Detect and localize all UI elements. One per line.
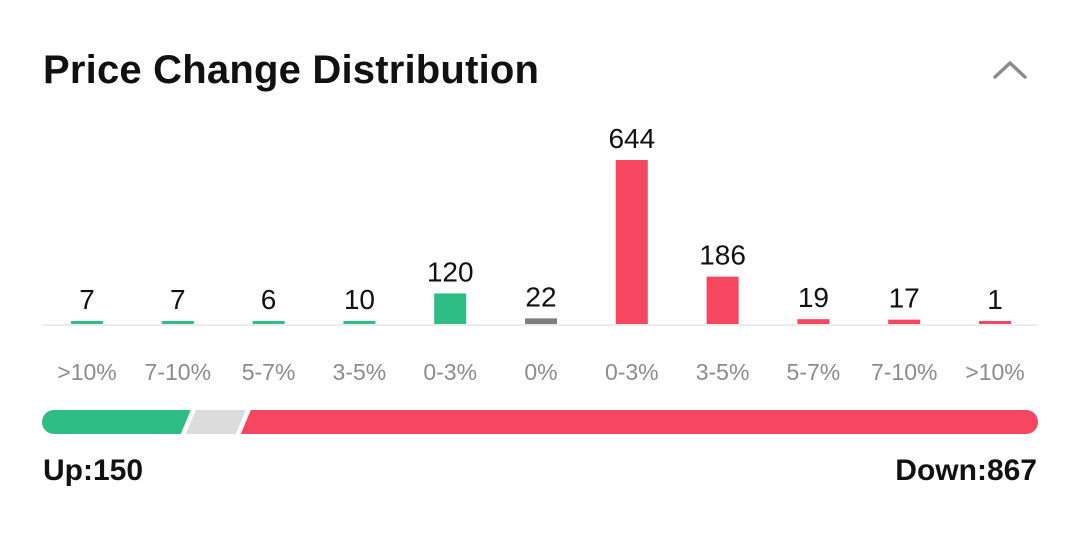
up-down-ratio-bar — [42, 410, 1038, 434]
value-label: 17 — [889, 283, 920, 314]
value-label: 186 — [699, 240, 746, 271]
bar-up-1 — [161, 321, 194, 324]
x-tick-label: 3-5% — [333, 359, 387, 385]
x-tick-label: 7-10% — [871, 359, 937, 385]
up-segment — [42, 410, 191, 434]
bar-up-4 — [434, 293, 467, 324]
section-title: Price Change Distribution — [43, 48, 540, 92]
bar-up-0 — [71, 321, 103, 324]
value-label: 10 — [344, 284, 375, 315]
value-label: 120 — [427, 256, 474, 287]
value-label: 22 — [525, 281, 556, 312]
chevron-up-icon — [993, 61, 1027, 79]
value-label: 1 — [987, 284, 1003, 315]
value-label: 7 — [170, 284, 186, 315]
bar-up-2 — [252, 321, 285, 324]
x-tick-label: 3-5% — [696, 359, 750, 385]
bar-up-3 — [343, 321, 376, 324]
bar-flat-5 — [525, 318, 557, 324]
value-label: 7 — [79, 284, 95, 315]
x-tick-label: >10% — [57, 359, 116, 385]
x-tick-label: 5-7% — [242, 359, 296, 385]
x-tick-label: >10% — [965, 359, 1024, 385]
up-count-label: Up:150 — [43, 454, 144, 487]
flat-segment — [185, 410, 246, 434]
x-tick-label: 7-10% — [145, 359, 211, 385]
x-tick-label: 0-3% — [605, 359, 659, 385]
bar-down-10 — [979, 321, 1011, 324]
distribution-chart: 7 >10% 7 7-10% 6 5-7% 10 3-5% 120 0-3% 22 0% 644 0-3%… — [42, 123, 1038, 385]
bar-down-8 — [797, 319, 830, 324]
bar-down-6 — [615, 160, 648, 324]
down-count-label: Down:867 — [895, 454, 1037, 487]
down-segment — [240, 410, 1038, 434]
value-label: 19 — [798, 282, 829, 313]
value-label: 644 — [608, 123, 655, 154]
x-tick-label: 5-7% — [787, 359, 841, 385]
bar-down-7 — [706, 276, 739, 324]
bar-down-9 — [888, 319, 921, 324]
value-label: 6 — [261, 284, 277, 315]
collapse-button[interactable] — [988, 52, 1032, 86]
x-tick-label: 0% — [524, 359, 557, 385]
x-tick-label: 0-3% — [423, 359, 477, 385]
